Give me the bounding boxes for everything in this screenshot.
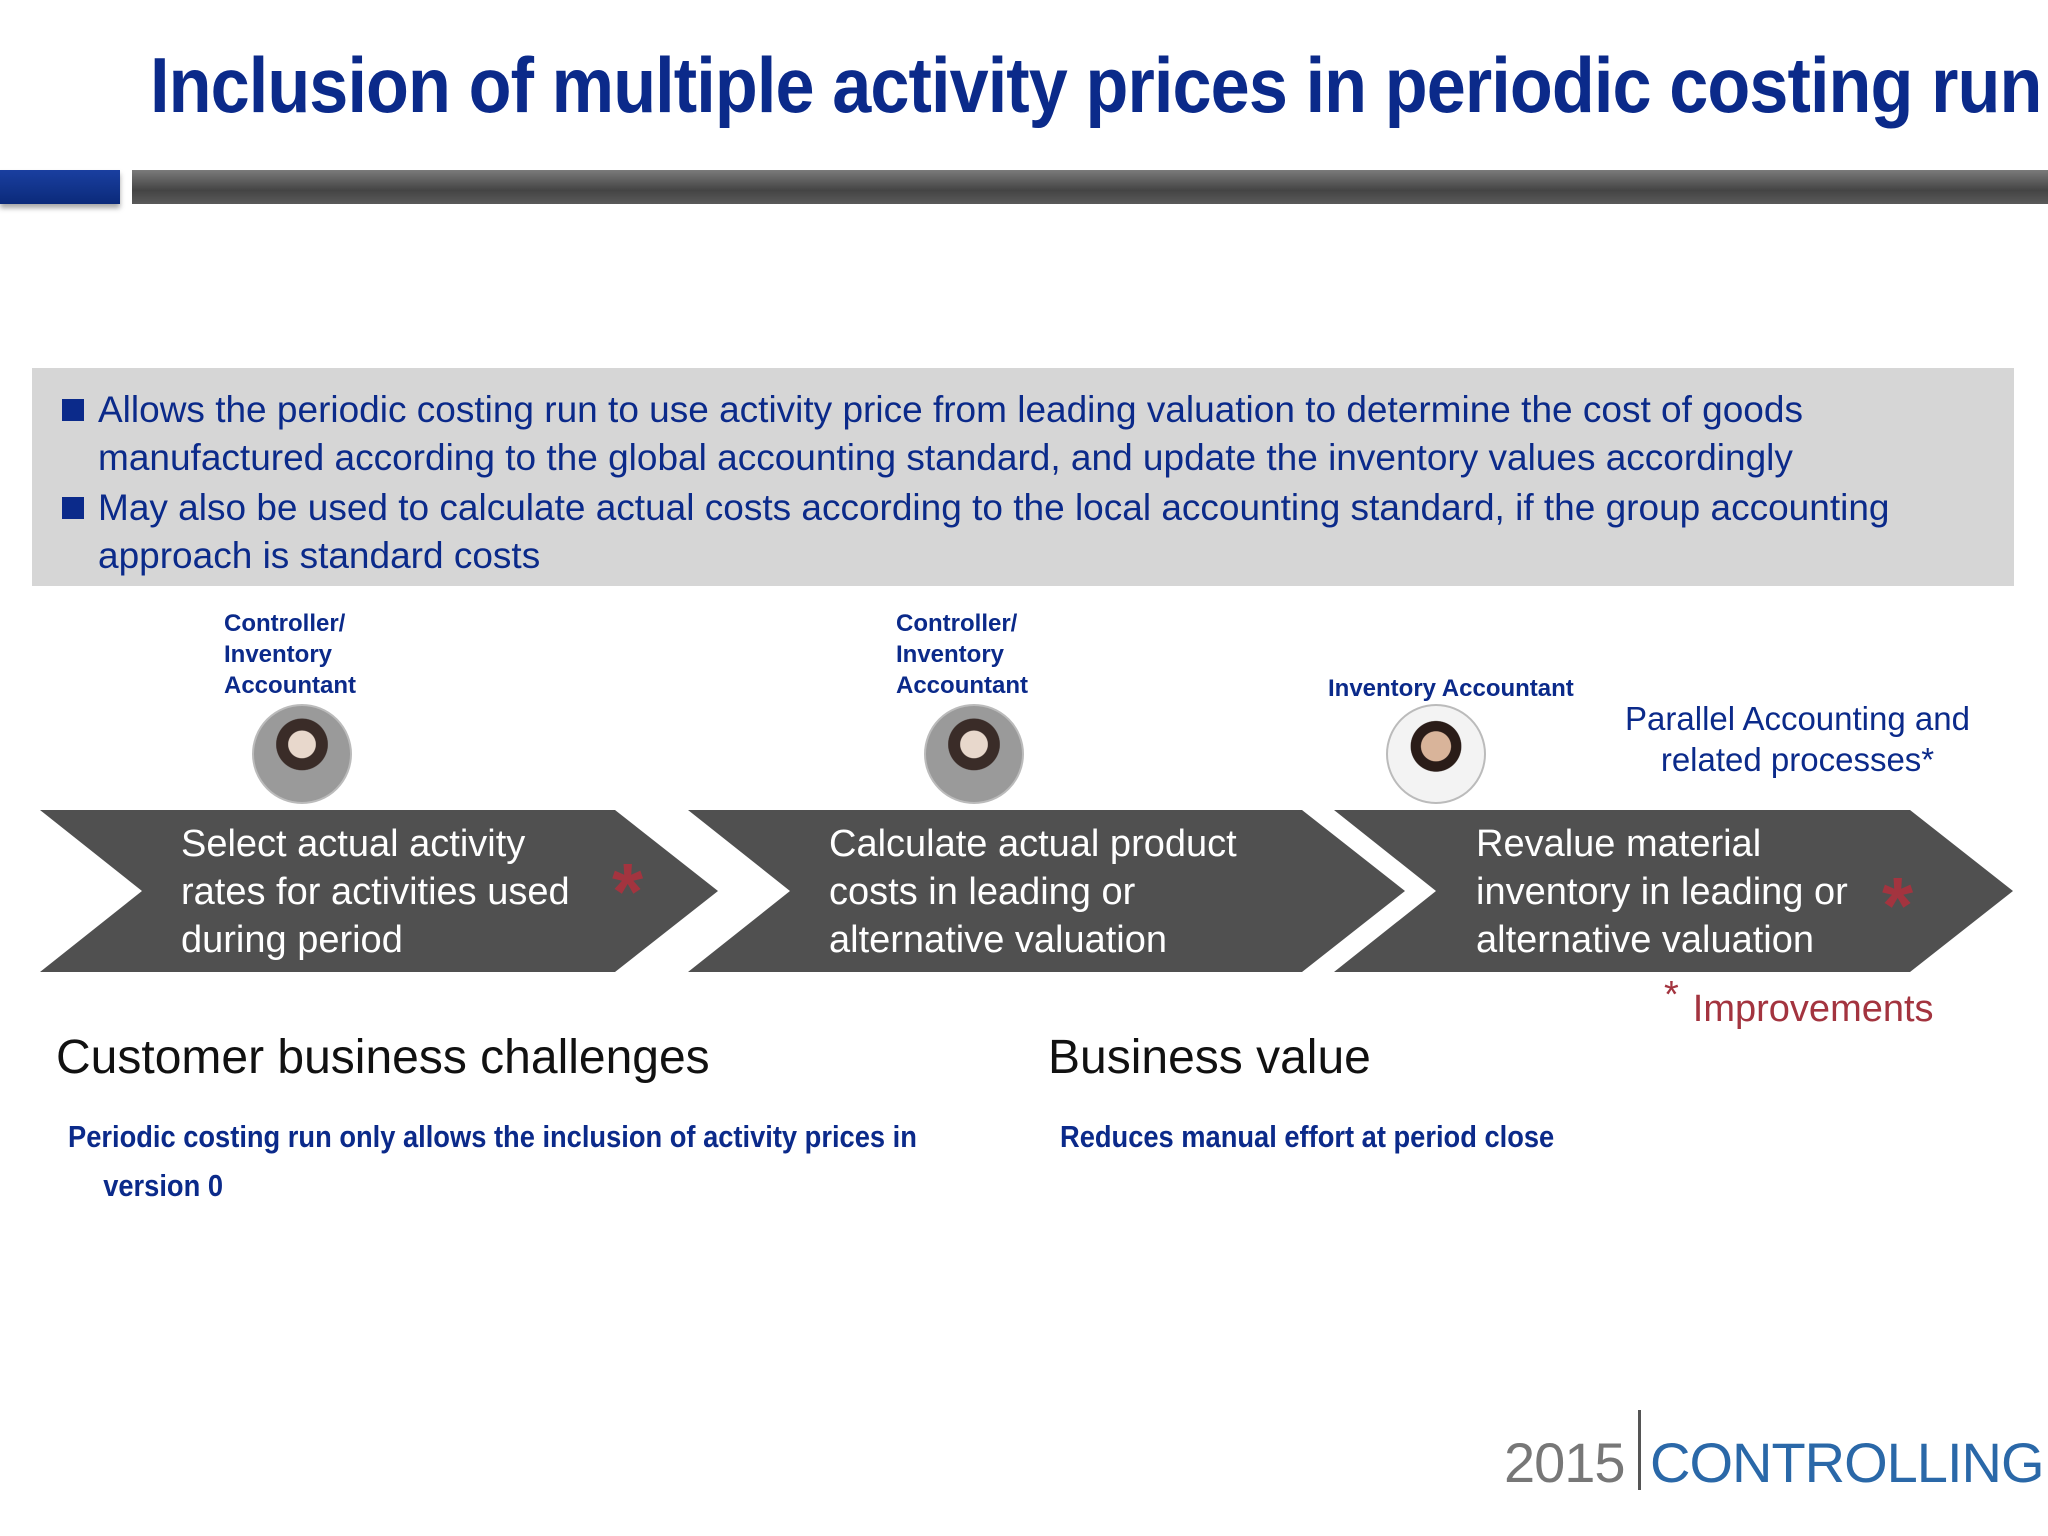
role-label-3: Inventory Accountant: [1328, 675, 1574, 702]
challenges-heading: Customer business challenges: [56, 1031, 710, 1084]
header-divider-bar: [132, 170, 2048, 204]
improvement-star-icon: *: [612, 847, 644, 936]
avatar-controller-1: [252, 704, 352, 804]
bullet-text: May also be used to calculate actual cos…: [98, 487, 1890, 576]
logo-year: 2015: [1504, 1431, 1626, 1494]
page-title: Inclusion of multiple activity prices in…: [150, 41, 2042, 129]
controlling-logo: 2015 CONTROLLING: [1500, 1410, 2044, 1494]
role-label-1: Controller/ Inventory Accountant: [224, 610, 356, 699]
process-step-2-text: Calculate actual product costs in leadin…: [829, 823, 1237, 961]
improvement-star-icon: *: [1882, 861, 1914, 950]
improvements-legend: * Improvements: [1664, 974, 1934, 1031]
asterisk-icon: *: [1664, 974, 1679, 1016]
square-bullet-icon: [62, 497, 84, 519]
bullet-item: Allows the periodic costing run to use a…: [62, 386, 1992, 482]
bullet-item: May also be used to calculate actual cos…: [62, 484, 1992, 580]
process-step-2-chevron: [688, 810, 1405, 972]
challenges-text: Periodic costing run only allows the inc…: [68, 1119, 917, 1203]
business-value-heading: Business value: [1048, 1031, 1371, 1084]
parallel-accounting-label: Parallel Accounting and related processe…: [1625, 700, 1970, 778]
improvements-label: Improvements: [1692, 988, 1934, 1030]
logo-word: CONTROLLING: [1650, 1431, 2044, 1494]
header-accent-bar: [0, 170, 120, 204]
square-bullet-icon: [62, 399, 84, 421]
logo-separator: [1638, 1410, 1641, 1490]
process-step-3-chevron: [1334, 810, 2013, 972]
role-label-2: Controller/ Inventory Accountant: [896, 610, 1028, 699]
bullet-text: Allows the periodic costing run to use a…: [98, 389, 1803, 478]
process-step-1-text: Select actual activity rates for activit…: [181, 823, 570, 961]
process-step-3-text: Revalue material inventory in leading or…: [1476, 823, 1848, 961]
avatar-controller-2: [924, 704, 1024, 804]
process-step-1-chevron: [40, 810, 718, 972]
summary-box: Allows the periodic costing run to use a…: [32, 368, 2014, 586]
avatar-inventory-accountant: [1386, 704, 1486, 804]
business-value-text: Reduces manual effort at period close: [1060, 1119, 1555, 1154]
